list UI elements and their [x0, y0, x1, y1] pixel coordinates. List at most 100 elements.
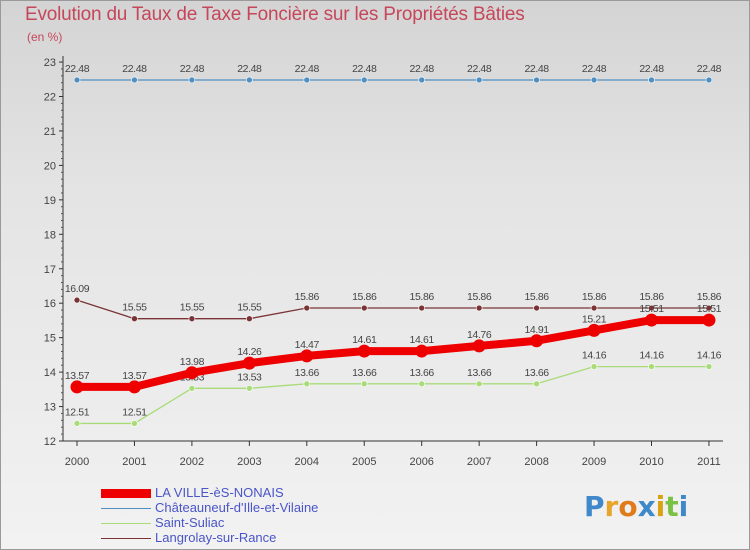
data-label-saint-suliac: 13.53: [237, 371, 262, 383]
chart-title: Evolution du Taux de Taxe Foncière sur l…: [25, 4, 525, 25]
y-tick-label: 19: [44, 195, 56, 207]
data-label-ville: 13.57: [65, 370, 90, 382]
data-point-chateauneuf: [131, 76, 138, 84]
data-point-chateauneuf: [590, 76, 598, 84]
data-label-chateauneuf: 22.48: [524, 63, 549, 75]
series-line-ville: [73, 316, 713, 391]
data-point-ville: [530, 334, 544, 348]
data-label-langrolay: 15.86: [295, 291, 320, 303]
data-label-chateauneuf: 22.48: [582, 63, 607, 75]
x-tick-label: 2009: [582, 456, 606, 468]
data-point-langrolay: [705, 304, 713, 312]
legend-label-chateauneuf: Châteauneuf-d'Ille-et-Vilaine: [155, 500, 319, 515]
legend-label-ville: LA VILLE-èS-NONAIS: [155, 485, 284, 500]
data-point-saint-suliac: [590, 363, 598, 370]
data-label-chateauneuf: 22.48: [352, 63, 377, 75]
data-point-saint-suliac: [73, 420, 81, 427]
data-label-ville: 13.98: [180, 356, 205, 368]
y-tick-label: 16: [44, 298, 56, 310]
data-point-langrolay: [73, 296, 81, 304]
data-point-ville: [357, 344, 371, 358]
data-point-ville: [645, 313, 658, 327]
data-point-chateauneuf: [303, 76, 311, 84]
x-tick-label: 2006: [409, 456, 433, 468]
data-label-chateauneuf: 22.48: [65, 63, 90, 75]
data-label-saint-suliac: 12.51: [122, 406, 147, 418]
y-tick-label: 21: [44, 126, 56, 138]
x-tick-label: 2001: [122, 456, 146, 468]
data-label-saint-suliac: 13.66: [352, 367, 377, 379]
data-point-ville: [70, 380, 84, 394]
data-point-chateauneuf: [533, 76, 540, 84]
data-label-saint-suliac: 12.51: [65, 406, 90, 418]
series-line-saint-suliac: [76, 365, 710, 425]
legend-item-ville: LA VILLE-èS-NONAIS: [101, 485, 421, 501]
legend-label-langrolay: Langrolay-sur-Rance: [155, 530, 277, 545]
data-point-langrolay: [590, 304, 598, 312]
y-tick-label: 17: [44, 264, 56, 276]
data-label-chateauneuf: 22.48: [639, 63, 664, 75]
proxiti-logo: Proxiti: [584, 490, 689, 523]
data-label-chateauneuf: 22.48: [295, 63, 320, 75]
y-tick-label: 20: [44, 160, 56, 172]
x-tick-label: 2008: [524, 456, 548, 468]
data-label-saint-suliac: 14.16: [639, 350, 664, 362]
data-label-saint-suliac: 13.66: [467, 367, 492, 379]
data-point-ville: [702, 313, 716, 327]
legend-label-saint-suliac: Saint-Suliac: [155, 515, 225, 530]
data-label-chateauneuf: 22.48: [122, 63, 147, 75]
data-label-langrolay: 15.86: [639, 291, 664, 303]
data-label-langrolay: 15.86: [467, 291, 492, 303]
data-label-langrolay: 15.86: [582, 291, 607, 303]
y-tick-label: 13: [44, 402, 56, 414]
legend: LA VILLE-èS-NONAIS Châteauneuf-d'Ille-et…: [101, 485, 421, 546]
data-point-ville: [587, 323, 601, 337]
data-label-chateauneuf: 22.48: [237, 63, 262, 75]
data-label-chateauneuf: 22.48: [410, 63, 435, 75]
legend-swatch-saint-suliac: [101, 523, 151, 524]
data-point-langrolay: [303, 304, 311, 312]
data-point-saint-suliac: [533, 380, 540, 388]
data-point-saint-suliac: [246, 384, 253, 392]
data-label-saint-suliac: 13.66: [295, 367, 320, 379]
data-label-ville: 15.21: [582, 313, 607, 325]
y-tick-label: 14: [44, 367, 56, 379]
data-label-langrolay: 15.55: [180, 302, 205, 314]
data-point-chateauneuf: [73, 76, 81, 84]
series-line-langrolay: [76, 299, 710, 320]
data-point-ville: [242, 356, 256, 370]
data-point-chateauneuf: [246, 76, 253, 84]
data-point-langrolay: [533, 304, 540, 312]
y-tick-label: 12: [44, 436, 56, 448]
data-point-langrolay: [648, 304, 655, 312]
data-point-saint-suliac: [188, 384, 196, 392]
legend-item-saint-suliac: Saint-Suliac: [101, 515, 421, 531]
data-label-langrolay: 15.55: [122, 302, 147, 314]
data-point-langrolay: [418, 304, 426, 312]
data-label-chateauneuf: 22.48: [180, 63, 205, 75]
x-tick-label: 2010: [639, 456, 663, 468]
data-point-langrolay: [131, 315, 138, 323]
data-label-ville: 15.51: [639, 303, 664, 315]
data-label-langrolay: 15.86: [352, 291, 377, 303]
data-point-chateauneuf: [418, 76, 426, 84]
data-point-saint-suliac: [360, 380, 368, 388]
data-label-langrolay: 15.86: [410, 291, 435, 303]
legend-swatch-langrolay: [101, 538, 151, 539]
x-tick-label: 2007: [467, 456, 491, 468]
data-label-ville: 15.51: [697, 303, 722, 315]
data-label-saint-suliac: 14.16: [697, 350, 722, 362]
data-label-saint-suliac: 13.66: [410, 367, 435, 379]
legend-item-chateauneuf: Châteauneuf-d'Ille-et-Vilaine: [101, 500, 421, 516]
data-point-ville: [300, 349, 314, 363]
data-point-saint-suliac: [475, 380, 483, 388]
x-tick-label: 2005: [352, 456, 376, 468]
data-point-chateauneuf: [360, 76, 368, 84]
data-label-ville: 14.91: [524, 324, 549, 336]
legend-item-langrolay: Langrolay-sur-Rance: [101, 530, 421, 546]
data-point-saint-suliac: [303, 380, 311, 388]
data-label-ville: 14.61: [410, 334, 435, 346]
data-point-chateauneuf: [648, 76, 655, 84]
